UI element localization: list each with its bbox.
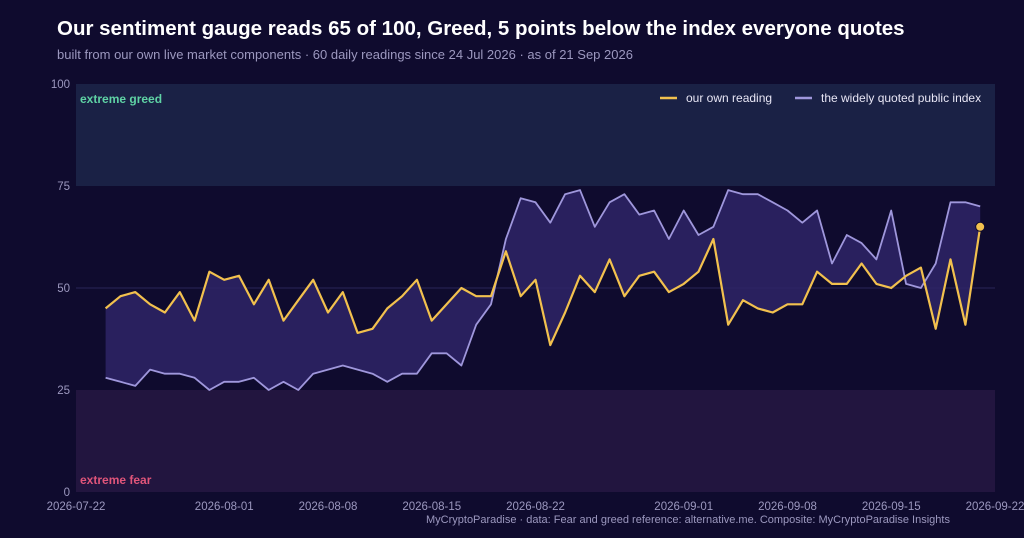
extreme-fear-label: extreme fear <box>80 473 152 487</box>
y-tick-label: 0 <box>64 487 70 499</box>
chart-subtitle: built from our own live market component… <box>57 47 633 62</box>
legend-public-index-label: the widely quoted public index <box>821 91 981 105</box>
x-tick-label: 2026-09-08 <box>758 501 817 513</box>
x-tick-label: 2026-09-22 <box>966 501 1024 513</box>
extreme-greed-zone <box>76 84 995 186</box>
extreme-fear-zone <box>76 390 995 492</box>
y-tick-label: 100 <box>51 79 70 91</box>
extreme-greed-label: extreme greed <box>80 92 162 106</box>
x-tick-label: 2026-09-15 <box>862 501 921 513</box>
x-tick-label: 2026-07-22 <box>47 501 106 513</box>
legend-our-reading-label: our own reading <box>686 91 772 105</box>
x-tick-label: 2026-08-15 <box>402 501 461 513</box>
x-tick-label: 2026-08-22 <box>506 501 565 513</box>
x-tick-label: 2026-08-01 <box>195 501 254 513</box>
chart-title: Our sentiment gauge reads 65 of 100, Gre… <box>57 17 905 40</box>
gap-band <box>105 190 981 390</box>
y-tick-label: 75 <box>57 181 70 193</box>
source-credit: MyCryptoParadise · data: Fear and greed … <box>426 514 950 526</box>
our-reading-line <box>104 226 982 347</box>
x-tick-label: 2026-08-08 <box>299 501 358 513</box>
public-index-line <box>105 189 981 391</box>
latest-reading-point <box>975 221 986 232</box>
y-tick-label: 25 <box>57 385 70 397</box>
x-tick-label: 2026-09-01 <box>654 501 713 513</box>
y-tick-label: 50 <box>57 283 70 295</box>
